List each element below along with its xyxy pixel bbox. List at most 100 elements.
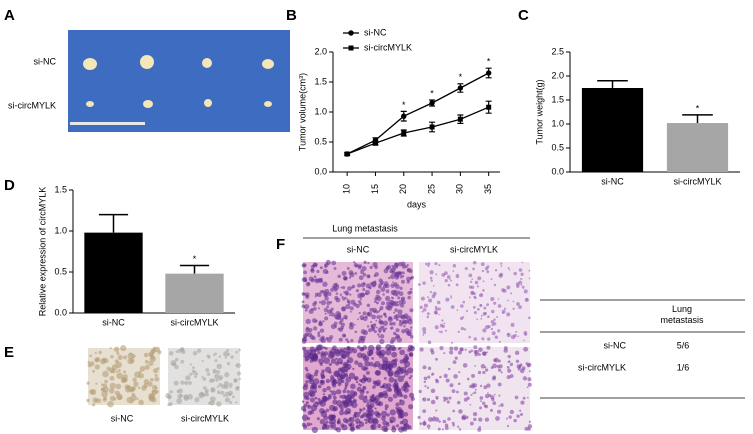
cell	[379, 338, 385, 345]
cell	[447, 283, 451, 287]
cell	[305, 327, 310, 333]
cell	[180, 349, 186, 355]
cell	[349, 272, 355, 278]
cell	[366, 377, 372, 383]
cell	[359, 292, 365, 298]
cell	[320, 299, 326, 306]
cell	[194, 397, 200, 403]
cell	[362, 386, 366, 389]
cell	[392, 393, 398, 399]
cell	[442, 396, 446, 400]
cell	[520, 272, 524, 276]
cell	[378, 401, 384, 407]
cell	[302, 263, 307, 268]
cell	[427, 398, 431, 402]
cell	[458, 409, 463, 414]
cell	[338, 337, 343, 342]
cell	[95, 382, 98, 385]
cell	[215, 378, 219, 382]
cell	[354, 264, 358, 268]
cell	[441, 272, 446, 277]
cell	[474, 352, 478, 357]
table-cell: si-circMYLK	[578, 362, 626, 372]
cell	[409, 326, 413, 329]
cell	[506, 417, 508, 420]
cell	[399, 349, 405, 356]
cell	[351, 286, 354, 289]
cell	[314, 292, 319, 297]
cell	[340, 423, 345, 428]
cell	[423, 380, 426, 384]
cell	[174, 357, 179, 362]
cell	[328, 314, 332, 317]
cell	[168, 351, 174, 356]
cell	[377, 423, 382, 429]
cell	[398, 426, 405, 433]
image-label: si-NC	[111, 413, 134, 423]
cell	[314, 369, 319, 374]
cell	[211, 390, 214, 393]
cell	[131, 392, 135, 396]
cell	[363, 366, 368, 371]
cell	[87, 362, 93, 368]
cell	[480, 262, 485, 267]
cell	[438, 264, 441, 267]
cell	[356, 345, 361, 349]
cell	[512, 300, 515, 303]
cell	[339, 372, 346, 379]
cell	[423, 376, 428, 381]
cell	[117, 354, 123, 361]
cell	[120, 377, 127, 384]
cell	[357, 265, 362, 270]
cell	[379, 308, 382, 312]
cell	[346, 299, 351, 304]
cell	[424, 385, 427, 388]
cell	[500, 265, 503, 267]
x-tick-label: 15	[370, 184, 380, 194]
cell	[323, 357, 330, 364]
cell	[116, 372, 123, 379]
cell	[156, 367, 160, 370]
cell	[218, 375, 224, 380]
cell	[375, 326, 378, 329]
bar	[84, 232, 143, 313]
cell	[349, 390, 355, 395]
cell	[380, 301, 385, 306]
cell	[339, 395, 343, 399]
cell	[375, 301, 379, 305]
cell	[464, 267, 468, 271]
cell	[497, 304, 502, 308]
cell	[516, 284, 520, 288]
cell	[437, 427, 441, 431]
cell	[330, 358, 337, 364]
marker	[457, 116, 463, 122]
cell	[362, 316, 368, 322]
cell	[303, 349, 309, 355]
cell	[378, 285, 382, 289]
cell	[401, 298, 404, 301]
micrograph-texture	[301, 259, 415, 345]
cell	[150, 348, 156, 354]
cell	[509, 409, 515, 415]
cell	[314, 353, 318, 358]
cell	[457, 425, 460, 428]
cell	[320, 380, 324, 384]
cell	[512, 307, 515, 310]
cell	[344, 374, 348, 378]
cell	[430, 350, 435, 355]
cell	[514, 395, 519, 400]
cell	[452, 270, 455, 272]
cell	[498, 273, 503, 278]
cell	[473, 311, 477, 315]
cell	[362, 397, 368, 403]
cell	[398, 271, 403, 276]
cell	[491, 331, 496, 336]
cell	[332, 283, 338, 289]
y-tick-label: 0.5	[54, 266, 67, 276]
cell	[506, 375, 511, 380]
cell	[481, 269, 485, 273]
y-tick-label: 1.5	[551, 94, 564, 104]
cell	[379, 314, 383, 319]
cell	[347, 286, 352, 291]
cell	[482, 351, 487, 357]
